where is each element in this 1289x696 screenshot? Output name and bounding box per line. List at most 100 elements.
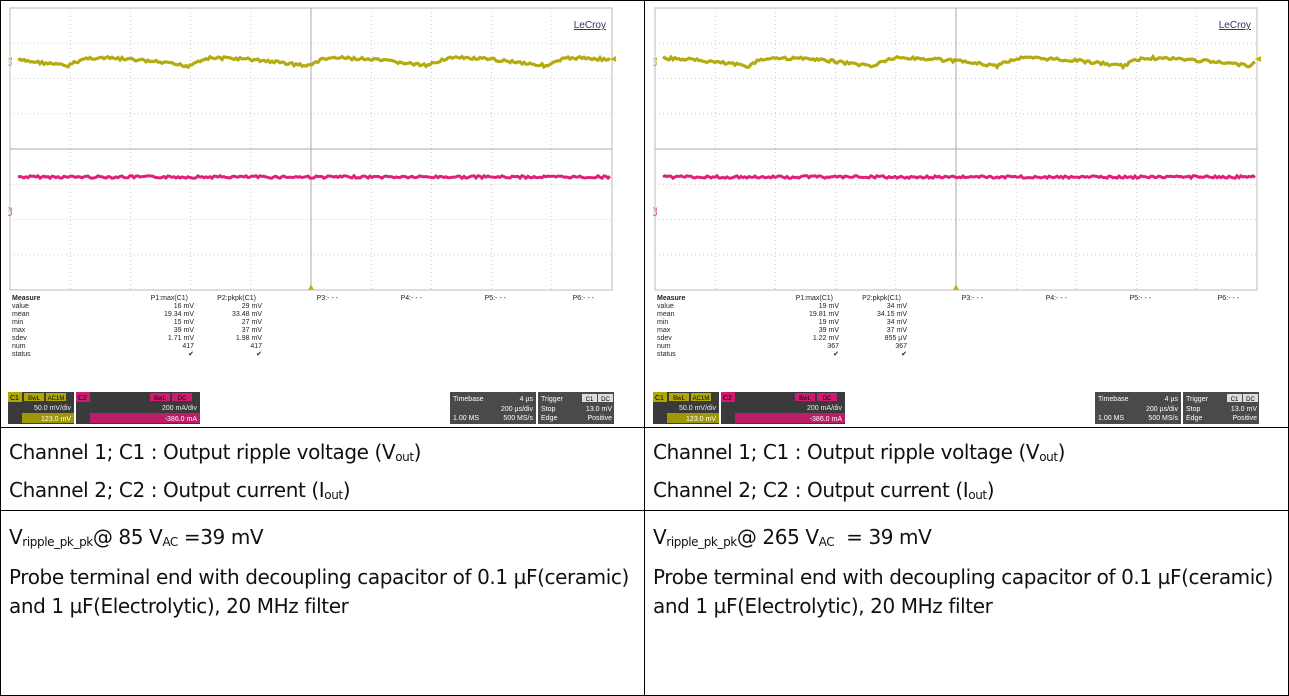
measure-cell: 855 µV [885, 335, 908, 342]
c2-trace [663, 176, 1255, 178]
caption-part: out [1039, 450, 1057, 464]
c2-marker: C2 [8, 207, 14, 216]
document: LeCroyC1C2MeasureP1:max(C1)P2:pkpk(C1)P3… [0, 0, 1289, 696]
tag: AC1M [48, 396, 65, 402]
timebase-label: Timebase [1098, 396, 1129, 403]
c2-box-offset: -386.0 mA [165, 416, 198, 423]
c1-box-offset: 123.0 mV [686, 416, 716, 423]
result-line: Vripple_pk_pk@ 85 VAC =39 mV [9, 523, 636, 557]
tag: C1 [586, 397, 594, 403]
result-part: @ 85 V [93, 525, 162, 549]
measure-header: P5:- - - [485, 295, 507, 302]
tag: BwL [673, 396, 685, 402]
measure-cell: max [657, 327, 671, 334]
timebase-cell: 1.00 MS [453, 415, 479, 422]
measure-header: P1:max(C1) [796, 295, 833, 302]
c2-box-scale: 200 mA/div [162, 405, 198, 412]
measure-cell: value [12, 303, 29, 310]
scope-brand: LeCroy [1219, 20, 1251, 31]
caption-part: Channel 2; C2 : Output current (I [9, 478, 324, 502]
measure-header: P6:- - - [1218, 295, 1240, 302]
c1-box-scale: 50.0 mV/div [34, 405, 71, 412]
measure-cell: status [12, 351, 31, 358]
result-part: ripple_pk_pk [22, 535, 93, 549]
result-part: AC [819, 535, 835, 549]
tag: DC [1246, 397, 1255, 403]
caption-part: Channel 2; C2 : Output current (I [653, 478, 968, 502]
caption-part: ) [343, 478, 350, 502]
measure-header: P3:- - - [317, 295, 339, 302]
scope-background [8, 6, 616, 426]
result-part: @ 265 V [737, 525, 819, 549]
result-part: =39 mV [178, 525, 263, 549]
c1-box-scale: 50.0 mV/div [679, 405, 716, 412]
measure-cell: ✔ [901, 351, 907, 358]
measure-header: P6:- - - [573, 295, 595, 302]
result-part: ripple_pk_pk [666, 535, 737, 549]
result-part: = 39 mV [834, 525, 931, 549]
tag: AC1M [693, 396, 710, 402]
measure-cell: ✔ [188, 351, 194, 358]
tag: BwL [799, 396, 811, 402]
measure-header: P1:max(C1) [151, 295, 188, 302]
measure-cell: 367 [827, 343, 839, 350]
measure-cell: 37 mV [242, 327, 263, 334]
result-cell: Vripple_pk_pk@ 265 VAC = 39 mV Probe term… [644, 510, 1289, 696]
trigger-label: Trigger [541, 396, 564, 403]
measure-cell: mean [12, 311, 30, 318]
measure-cell: min [657, 319, 668, 326]
trigger-cell: 13.0 mV [586, 406, 612, 413]
measure-cell: 29 mV [242, 303, 263, 310]
measure-cell: 1.22 mV [813, 335, 839, 342]
timebase-cell: 1.00 MS [1098, 415, 1124, 422]
measure-cell: 39 mV [819, 327, 840, 334]
result-note: Probe terminal end with decoupling capac… [653, 563, 1280, 621]
timebase-cell: 500 MS/s [503, 415, 533, 422]
caption-part: out [968, 488, 986, 502]
caption-part: Channel 1; C1 : Output ripple voltage (V [653, 440, 1039, 464]
timebase-cell: 200 µs/div [1146, 406, 1179, 413]
tag: BwL [28, 396, 40, 402]
caption-part: out [395, 450, 413, 464]
result-part: V [9, 525, 22, 549]
timebase-cell: 500 MS/s [1148, 415, 1178, 422]
c2-marker: C2 [653, 207, 659, 216]
measure-header: P3:- - - [962, 295, 984, 302]
measure-cell: 417 [182, 343, 194, 350]
measure-cell: 19 mV [819, 303, 840, 310]
caption-part: ) [414, 440, 421, 464]
trigger-cell: Positive [1232, 415, 1257, 422]
timebase-value: 4 µs [1165, 396, 1179, 403]
caption-part: ) [1058, 440, 1065, 464]
caption-line: Channel 1; C1 : Output ripple voltage (V… [9, 438, 636, 472]
trigger-cell: Stop [541, 406, 556, 413]
c2-trace [18, 176, 610, 178]
timebase-label: Timebase [453, 396, 484, 403]
scope-brand: LeCroy [574, 20, 606, 31]
result-part: V [653, 525, 666, 549]
measure-cell: ✔ [256, 351, 262, 358]
scope-cell: LeCroyC1C2MeasureP1:max(C1)P2:pkpk(C1)P3… [0, 0, 645, 428]
trigger-cell: Edge [541, 415, 557, 422]
c2-box-name: C2 [78, 395, 87, 402]
measure-cell: status [657, 351, 676, 358]
tag: DC [823, 396, 832, 402]
caption-line: Channel 2; C2 : Output current (Iout) [9, 476, 636, 510]
caption-part: out [324, 488, 342, 502]
result-note: Probe terminal end with decoupling capac… [9, 563, 636, 621]
trigger-cell: 13.0 mV [1231, 406, 1257, 413]
caption-cell: Channel 1; C1 : Output ripple voltage (V… [0, 427, 645, 511]
scope-background [653, 6, 1261, 426]
measure-cell: value [657, 303, 674, 310]
measure-cell: 1.98 mV [236, 335, 262, 342]
measure-cell: sdev [12, 335, 27, 342]
measure-cell: 19.81 mV [809, 311, 839, 318]
tag: DC [178, 396, 187, 402]
caption-part: Channel 1; C1 : Output ripple voltage (V [9, 440, 395, 464]
measure-cell: max [12, 327, 26, 334]
c2-box-offset: -386.0 mA [810, 416, 843, 423]
measure-header: P4:- - - [1046, 295, 1068, 302]
c1-box-name: C1 [655, 395, 664, 402]
tag: DC [601, 397, 610, 403]
c1-box-offset: 123.0 mV [41, 416, 71, 423]
